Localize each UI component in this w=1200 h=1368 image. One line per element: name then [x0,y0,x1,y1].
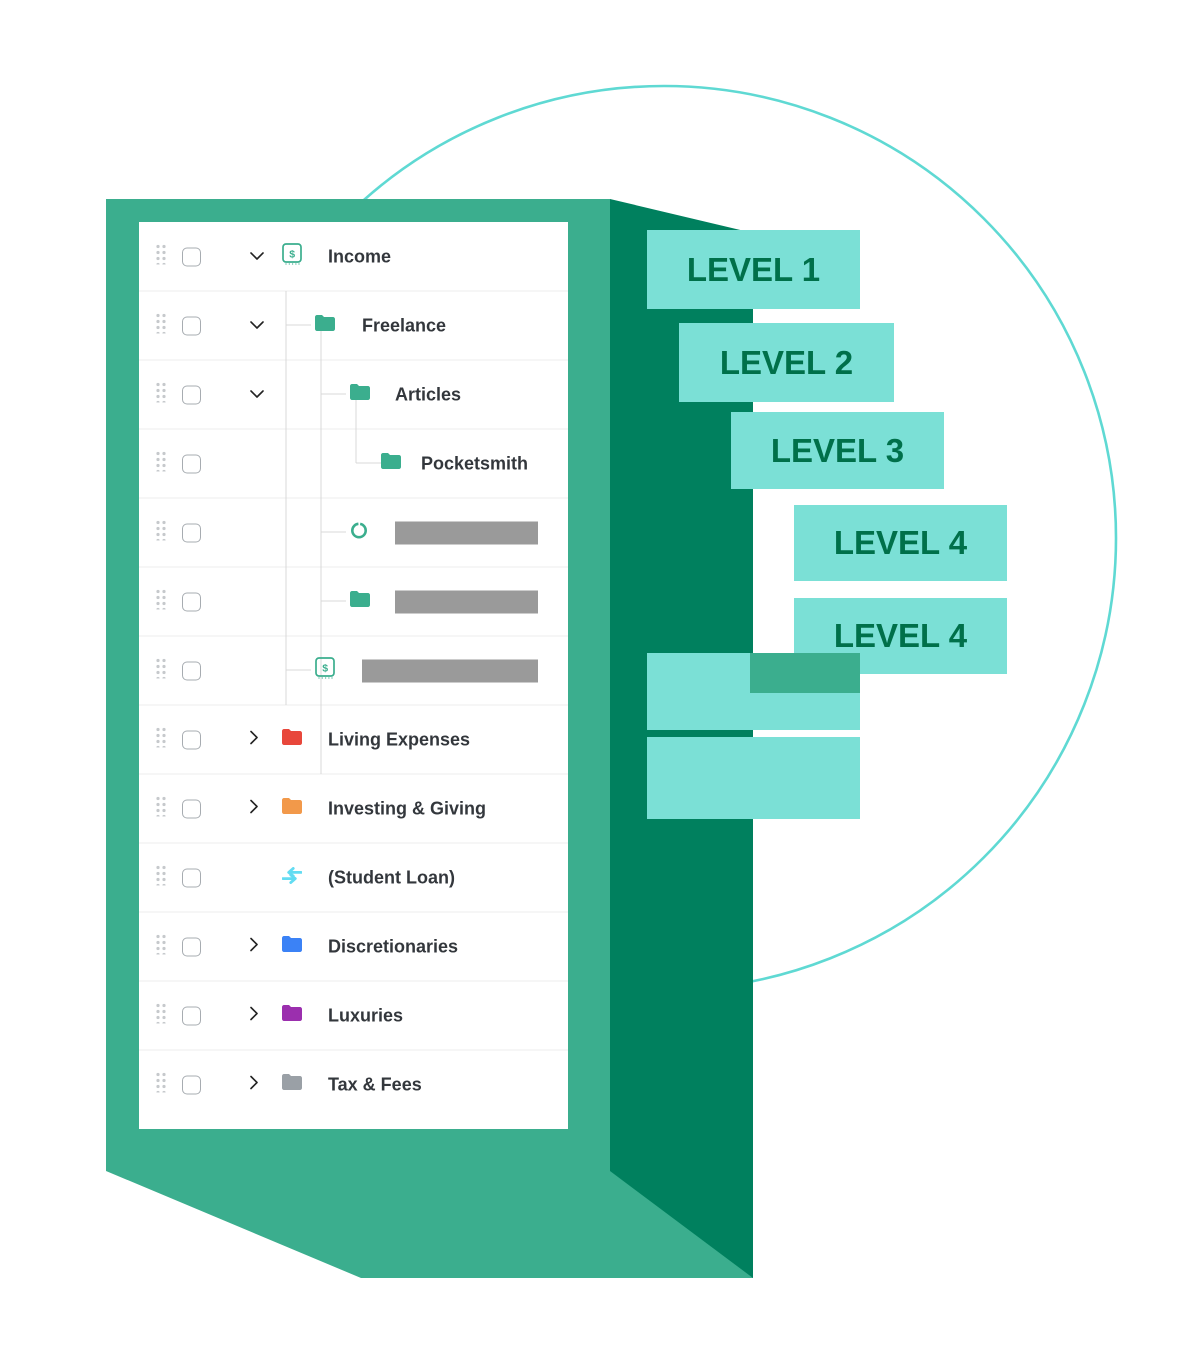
svg-text:$: $ [289,248,295,260]
svg-text:$: $ [322,662,328,674]
